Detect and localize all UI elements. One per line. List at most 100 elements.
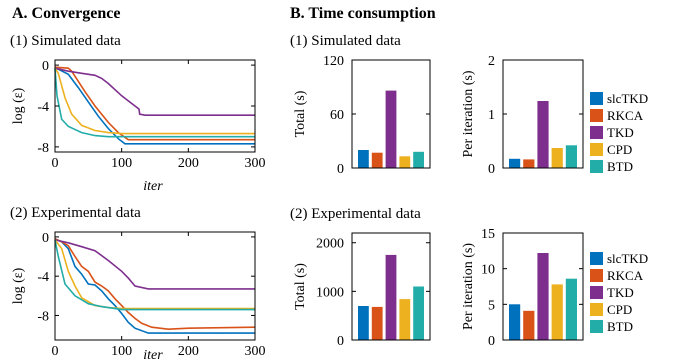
legend-swatch-RKCA <box>590 269 603 282</box>
bar-RKCA <box>371 152 383 168</box>
y-tick-label: 2 <box>488 54 495 69</box>
series-line-RKCA <box>54 238 256 331</box>
bar-CPD <box>399 299 411 340</box>
legend-label-RKCA: RKCA <box>607 108 644 123</box>
plot-frame <box>351 232 431 341</box>
y-axis-label: Total (s) <box>293 90 308 137</box>
legend-experimental: slcTKD RKCA TKD CPD BTD <box>590 251 648 334</box>
bar-CPD <box>399 156 411 168</box>
section-b-title: B. Time consumption <box>290 5 436 22</box>
y-tick-label: -4 <box>37 270 49 285</box>
legend-label-slcTKD: slcTKD <box>607 251 648 266</box>
chart-title: (1) Simulated data <box>290 33 401 49</box>
legend-swatch-BTD <box>590 320 603 333</box>
legend-swatch-CPD <box>590 143 603 156</box>
y-tick-label: -8 <box>37 141 49 156</box>
y-axis-label: log (ε) <box>11 87 26 124</box>
legend-swatch-BTD <box>590 160 603 173</box>
bar-RKCA <box>523 159 535 168</box>
chart-title: (1) Simulated data <box>10 33 121 49</box>
legend-label-BTD: BTD <box>607 319 633 334</box>
plot-frame <box>54 231 256 341</box>
legend-label-TKD: TKD <box>607 125 634 140</box>
y-tick-label: 5 <box>488 298 495 313</box>
chart-total-exp: (2) Experimental data 0 1000 2000 Total (s) <box>290 206 431 349</box>
x-axis-label: iter <box>143 179 163 194</box>
chart-iter-exp: 0 5 10 15 Per iteration (s) <box>461 227 584 349</box>
y-tick-label: 1000 <box>316 285 344 300</box>
x-tick-label: 100 <box>111 344 132 359</box>
x-tick-label: 0 <box>52 156 59 171</box>
legend-label-CPD: CPD <box>607 142 632 157</box>
bar-TKD <box>537 253 549 340</box>
legend-simulated: slcTKD RKCA TKD CPD BTD <box>590 91 648 174</box>
y-tick-label: 0 <box>488 334 495 349</box>
chart-conv-exp: (2) Experimental data 0 100 200 300 0 -4 -8 iter… <box>10 205 266 362</box>
series-line-TKD <box>54 67 255 116</box>
bar-slcTKD <box>358 150 369 168</box>
bar-TKD <box>385 90 397 168</box>
chart-title: (2) Experimental data <box>290 206 421 222</box>
section-a-title: A. Convergence <box>12 5 120 22</box>
legend-label-RKCA: RKCA <box>607 268 644 283</box>
y-tick-label: 0 <box>337 334 344 349</box>
y-tick-label: 120 <box>323 54 344 69</box>
y-axis-label: Per iteration (s) <box>461 243 476 330</box>
x-tick-label: 300 <box>245 344 266 359</box>
y-tick-label: 2000 <box>316 237 344 252</box>
y-tick-label: 0 <box>42 59 49 74</box>
x-tick-label: 300 <box>245 156 266 171</box>
bar-slcTKD <box>358 306 369 340</box>
legend-swatch-RKCA <box>590 109 603 122</box>
bar-TKD <box>385 254 397 340</box>
bar-slcTKD <box>509 304 521 340</box>
plot-frame <box>502 232 584 341</box>
y-axis-label: Per iteration (s) <box>461 70 476 157</box>
y-axis-label: Total (s) <box>293 263 308 310</box>
bar-BTD <box>413 286 424 340</box>
legend-swatch-slcTKD <box>590 252 603 265</box>
legend-swatch-TKD <box>590 126 603 139</box>
legend-label-slcTKD: slcTKD <box>607 91 648 106</box>
y-axis-label: log (ε) <box>11 267 26 304</box>
bar-BTD <box>565 278 577 340</box>
y-tick-label: 0 <box>337 162 344 177</box>
series-line-slcTKD <box>54 67 255 145</box>
x-tick-label: 100 <box>111 156 132 171</box>
x-tick-label: 0 <box>52 344 59 359</box>
bar-CPD <box>551 148 563 168</box>
y-tick-label: 10 <box>481 263 495 278</box>
series-line-BTD <box>54 239 255 311</box>
x-tick-label: 200 <box>178 344 199 359</box>
y-tick-label: 0 <box>42 231 49 246</box>
x-axis-label: iter <box>143 348 163 362</box>
chart-conv-sim: (1) Simulated data 0 100 200 300 0 -4 -8 iter log… <box>10 33 266 194</box>
series-line-BTD <box>54 68 255 138</box>
legend-label-CPD: CPD <box>607 302 632 317</box>
series-line-CPD <box>54 67 255 135</box>
bar-BTD <box>565 145 577 168</box>
x-tick-label: 200 <box>178 156 199 171</box>
legend-swatch-slcTKD <box>590 92 603 105</box>
series-line-slcTKD <box>54 238 255 334</box>
series-line-CPD <box>54 239 255 310</box>
series-line-RKCA <box>54 66 255 141</box>
chart-title: (2) Experimental data <box>10 205 141 221</box>
bar-RKCA <box>371 306 383 340</box>
bar-slcTKD <box>509 158 521 168</box>
legend-swatch-TKD <box>590 286 603 299</box>
y-tick-label: -4 <box>37 100 49 115</box>
y-tick-label: 0 <box>488 162 495 177</box>
bar-TKD <box>537 101 549 168</box>
bar-BTD <box>413 151 424 168</box>
y-tick-label: 60 <box>330 108 344 123</box>
y-tick-label: 1 <box>488 108 495 123</box>
chart-iter-sim: 0 1 2 Per iteration (s) <box>461 54 584 177</box>
legend-label-BTD: BTD <box>607 159 633 174</box>
bar-CPD <box>551 284 563 340</box>
bar-RKCA <box>523 310 535 340</box>
y-tick-label: 15 <box>481 227 495 242</box>
legend-swatch-CPD <box>590 303 603 316</box>
